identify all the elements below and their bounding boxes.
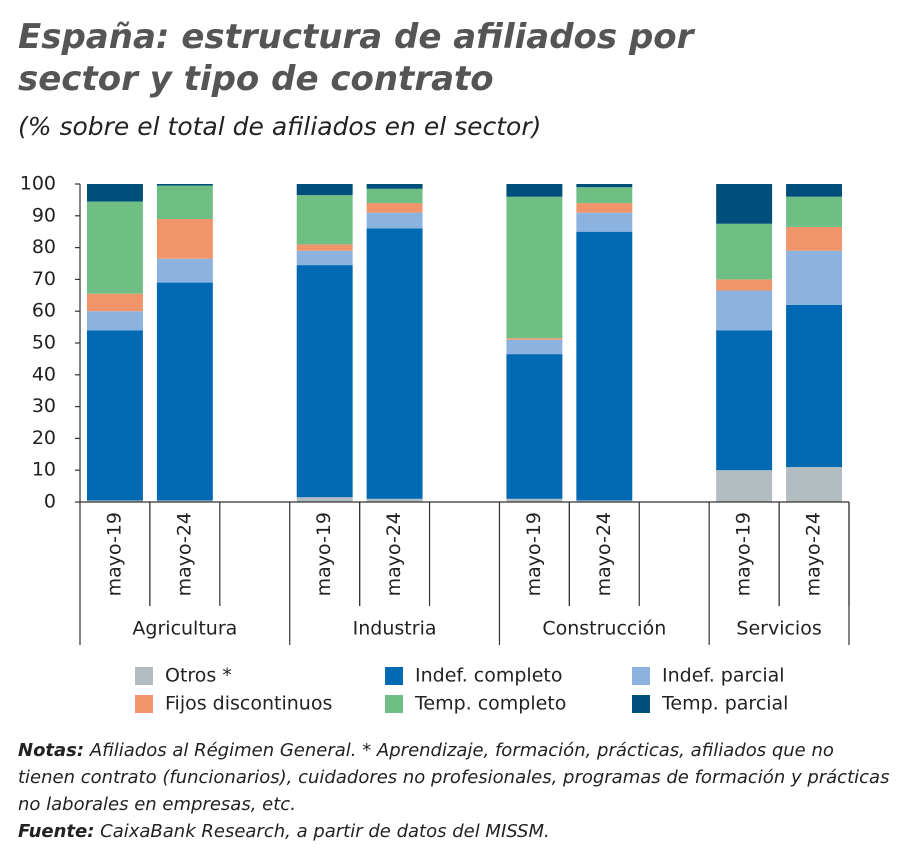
bar-segment <box>506 498 563 502</box>
bar-segment <box>786 184 843 197</box>
bar-segment <box>86 330 143 501</box>
bar-segment <box>296 497 353 502</box>
bar-segment <box>716 223 773 280</box>
bar-segment <box>576 212 633 232</box>
group-label: Construcción <box>542 618 666 640</box>
legend-swatch <box>632 667 650 685</box>
bar-segment <box>296 195 353 245</box>
x-tick-label: mayo-19 <box>733 512 755 596</box>
bar-segment <box>506 354 563 499</box>
bar-segment <box>506 338 563 340</box>
bar-segment <box>366 203 423 213</box>
source-label: Fuente: <box>18 821 95 842</box>
bar-segment <box>86 311 143 331</box>
notes-label: Notas: <box>18 740 85 761</box>
legend-swatch <box>135 667 153 685</box>
group-label: Agricultura <box>132 618 237 640</box>
bar-segment <box>786 467 843 502</box>
legend-swatch <box>632 695 650 713</box>
bar-segment <box>156 500 213 502</box>
group-label: Servicios <box>736 618 821 640</box>
bar-segment <box>506 184 563 197</box>
x-tick-label: mayo-19 <box>523 512 545 596</box>
bar-segment <box>716 184 773 224</box>
y-tick-label: 90 <box>32 204 56 226</box>
legend-label: Temp. parcial <box>661 693 788 715</box>
bar-segment <box>156 218 213 259</box>
x-tick-label: mayo-24 <box>593 512 615 596</box>
bar-segment <box>716 470 773 502</box>
y-tick-label: 80 <box>32 236 56 258</box>
chart-subtitle: (% sobre el total de afiliados en el sec… <box>18 112 542 141</box>
bar-segment <box>366 184 423 189</box>
bar-segment <box>156 282 213 501</box>
legend-swatch <box>135 695 153 713</box>
y-tick-label: 10 <box>32 459 56 481</box>
legend-label: Temp. completo <box>414 693 566 715</box>
bar-segment <box>86 293 143 312</box>
bar-segment <box>576 203 633 213</box>
legend-swatch <box>385 695 403 713</box>
bar-segment <box>296 244 353 251</box>
legend-label: Otros * <box>165 665 232 687</box>
notes: Notas: Afiliados al Régimen General. * A… <box>18 737 893 845</box>
y-tick-label: 100 <box>20 173 56 195</box>
bar-segment <box>576 187 633 204</box>
bar-segment <box>156 185 213 219</box>
x-tick-label: mayo-24 <box>803 512 825 596</box>
x-tick-label: mayo-24 <box>383 512 405 596</box>
bar-segment <box>366 212 423 229</box>
bar-segment <box>86 184 143 202</box>
y-tick-label: 0 <box>44 491 56 513</box>
notes-text: Afiliados al Régimen General. * Aprendiz… <box>18 740 890 815</box>
bar-segment <box>366 228 423 499</box>
bar-segment <box>786 304 843 468</box>
bar-segment <box>576 500 633 502</box>
chart-title: España: estructura de afiliados por sect… <box>18 17 694 99</box>
y-tick-label: 40 <box>32 363 56 385</box>
bar-segment <box>86 500 143 502</box>
bar-segment <box>576 231 633 501</box>
y-tick-label: 30 <box>32 395 56 417</box>
y-tick-label: 70 <box>32 268 56 290</box>
bar-segment <box>366 188 423 204</box>
x-tick-label: mayo-19 <box>103 512 125 596</box>
bar-segment <box>156 258 213 283</box>
bar-segment <box>716 290 773 331</box>
bar-segment <box>716 330 773 471</box>
bar-segment <box>786 196 843 227</box>
source-text: CaixaBank Research, a partir de datos de… <box>94 821 550 842</box>
x-tick-label: mayo-24 <box>173 512 195 596</box>
bar-segment <box>786 226 843 251</box>
bar-segment <box>86 201 143 294</box>
bar-segment <box>716 279 773 291</box>
legend-label: Fijos discontinuos <box>165 693 332 715</box>
x-tick-label: mayo-19 <box>313 512 335 596</box>
y-tick-label: 50 <box>32 332 56 354</box>
legend-label: Indef. parcial <box>662 665 785 687</box>
group-label: Industria <box>353 618 437 640</box>
bar-segment <box>296 184 353 196</box>
bar-segment <box>296 250 353 266</box>
bar-segment <box>506 339 563 355</box>
bar-segment <box>366 498 423 502</box>
legend-swatch <box>385 667 403 685</box>
y-tick-label: 60 <box>32 300 56 322</box>
y-tick-label: 20 <box>32 427 56 449</box>
bar-segment <box>506 196 563 339</box>
bar-segment <box>786 250 843 305</box>
bar-segment <box>296 265 353 498</box>
legend-label: Indef. completo <box>415 665 562 687</box>
bar-segment <box>576 184 633 188</box>
bar-segment <box>156 184 213 186</box>
